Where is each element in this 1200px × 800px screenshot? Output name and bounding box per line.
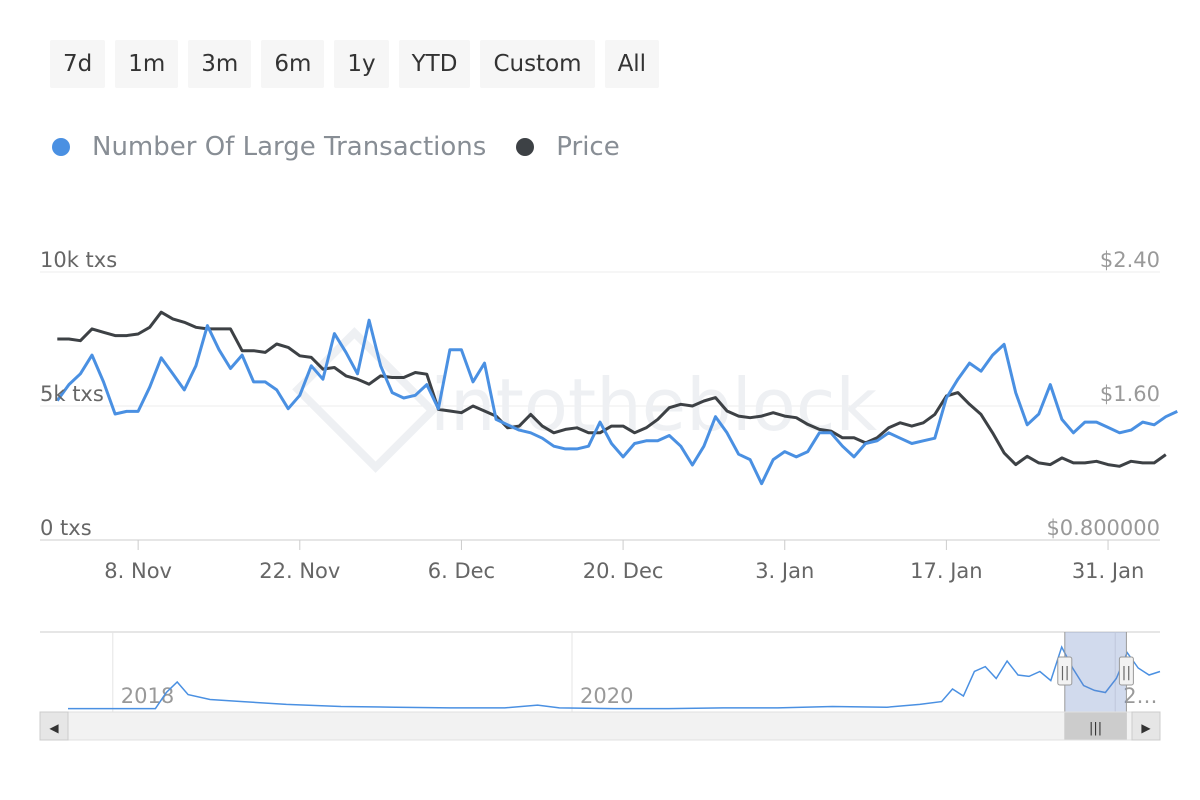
watermark-text: intotheblock xyxy=(430,363,877,447)
x-tick-label: 6. Dec xyxy=(428,559,495,583)
scrollbar-track[interactable] xyxy=(39,711,1161,741)
arrow-right-icon: ▶ xyxy=(1141,721,1151,735)
navigator-scrollbar[interactable]: ◀ ▶ ||| xyxy=(39,711,1161,741)
range-button-ytd[interactable]: YTD xyxy=(398,40,471,88)
x-tick-label: 31. Jan xyxy=(1072,559,1144,583)
y-right-tick-label: $0.800000 xyxy=(1046,516,1160,540)
navigator-left-handle[interactable]: || xyxy=(1057,632,1073,712)
scrollbar-thumb[interactable]: ||| xyxy=(1064,712,1127,740)
series-line-transactions xyxy=(56,318,1178,486)
x-tick-label: 8. Nov xyxy=(104,559,172,583)
legend-dot-icon xyxy=(52,138,70,156)
navigator[interactable]: 2018 2020 2… || || ◀ ▶ ||| xyxy=(39,631,1161,741)
legend-item-1[interactable]: Price xyxy=(516,132,620,162)
range-button-3m[interactable]: 3m xyxy=(188,40,252,88)
legend-dot-icon xyxy=(516,138,535,156)
range-button-custom[interactable]: Custom xyxy=(480,40,595,88)
scroll-left-button[interactable]: ◀ xyxy=(39,711,69,741)
legend: Number Of Large Transactions Price xyxy=(52,132,650,162)
navigator-year-label: 2018 xyxy=(121,684,174,708)
legend-label: Number Of Large Transactions xyxy=(92,132,487,162)
range-button-all[interactable]: All xyxy=(604,40,660,88)
scroll-right-button[interactable]: ▶ xyxy=(1131,711,1161,741)
range-button-6m[interactable]: 6m xyxy=(261,40,325,88)
navigator-year-label: 2… xyxy=(1123,684,1157,708)
handle-grip-icon: || xyxy=(1060,665,1069,681)
y-right-tick-label: $2.40 xyxy=(1100,248,1160,272)
navigator-right-handle[interactable]: || xyxy=(1118,632,1134,712)
x-tick-label: 20. Dec xyxy=(583,559,664,583)
x-tick-label: 22. Nov xyxy=(259,559,340,583)
legend-label: Price xyxy=(556,132,620,162)
navigator-series-line xyxy=(68,645,1161,710)
range-selector: 7d 1m 3m 6m 1y YTD Custom All xyxy=(50,40,669,88)
y-left-tick-label: 5k txs xyxy=(40,382,104,406)
range-button-7d[interactable]: 7d xyxy=(50,40,106,88)
arrow-left-icon: ◀ xyxy=(49,721,59,735)
navigator-selected-range[interactable] xyxy=(1064,632,1127,712)
x-tick-label: 3. Jan xyxy=(755,559,814,583)
axes: 10k txs $2.40 5k txs $1.60 0 txs $0.800000 8. … xyxy=(40,248,1160,583)
y-left-tick-label: 0 txs xyxy=(40,516,92,540)
navigator-year-label: 2020 xyxy=(580,684,633,708)
y-left-tick-label: 10k txs xyxy=(40,248,117,272)
y-right-tick-label: $1.60 xyxy=(1100,382,1160,406)
range-button-1m[interactable]: 1m xyxy=(115,40,179,88)
scrollbar-grip-icon: ||| xyxy=(1089,721,1102,736)
handle-grip-icon: || xyxy=(1122,665,1131,681)
range-button-1y[interactable]: 1y xyxy=(334,40,389,88)
x-tick-label: 17. Jan xyxy=(910,559,982,583)
series-line-price xyxy=(57,310,1167,468)
series-lines xyxy=(56,310,1178,486)
legend-item-0[interactable]: Number Of Large Transactions xyxy=(52,132,486,162)
